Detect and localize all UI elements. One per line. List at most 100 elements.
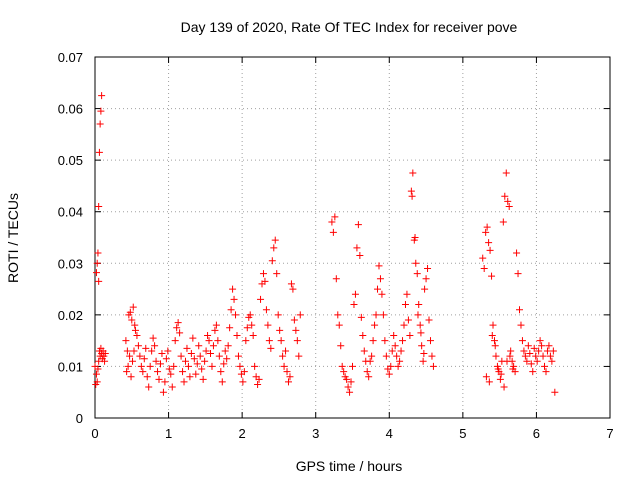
data-point	[286, 373, 294, 381]
data-point	[239, 378, 247, 386]
data-point	[170, 362, 178, 370]
data-point	[505, 203, 513, 211]
data-point	[212, 321, 220, 329]
data-point	[391, 342, 399, 350]
data-point	[500, 383, 508, 391]
data-point	[425, 316, 433, 324]
data-point	[374, 285, 382, 293]
data-point	[284, 378, 292, 386]
data-point	[158, 350, 166, 358]
x-tick-label: 7	[606, 426, 613, 441]
data-point	[122, 337, 130, 345]
data-point	[123, 368, 131, 376]
data-point	[530, 344, 538, 352]
data-point	[226, 324, 234, 332]
x-tick-label: 6	[533, 426, 540, 441]
data-point	[397, 347, 405, 355]
data-point	[523, 357, 531, 365]
data-point	[418, 342, 426, 350]
data-point	[207, 350, 215, 358]
data-point	[292, 326, 300, 334]
data-point	[242, 337, 250, 345]
data-point	[268, 257, 276, 265]
data-point	[411, 234, 419, 241]
data-point	[371, 321, 379, 329]
y-tick-label: 0	[76, 411, 83, 426]
data-point	[343, 375, 351, 383]
data-point	[271, 236, 279, 244]
data-point	[415, 301, 423, 309]
data-point	[509, 365, 517, 373]
grid-layer	[95, 57, 610, 418]
data-point	[356, 252, 364, 260]
data-point	[409, 169, 417, 177]
data-point	[382, 352, 390, 360]
data-point	[279, 352, 287, 360]
data-point	[133, 331, 141, 339]
data-point	[482, 228, 490, 236]
data-point	[404, 316, 412, 324]
data-point	[176, 329, 184, 337]
data-point	[416, 321, 424, 329]
data-point	[489, 321, 497, 329]
data-point	[485, 378, 493, 386]
data-point	[491, 342, 499, 350]
data-point	[218, 378, 226, 386]
data-point	[551, 388, 559, 396]
data-point	[171, 337, 179, 345]
data-point	[543, 347, 551, 355]
data-point	[159, 388, 167, 396]
data-point	[535, 347, 543, 355]
data-point	[165, 365, 173, 373]
data-point	[131, 326, 139, 334]
data-point	[506, 352, 514, 360]
data-point	[201, 357, 209, 365]
data-point	[155, 375, 163, 383]
data-point	[536, 337, 544, 345]
data-point	[483, 223, 491, 231]
data-point	[378, 290, 386, 298]
data-point	[187, 350, 195, 358]
data-point	[91, 362, 99, 370]
data-point	[516, 306, 524, 314]
data-point	[232, 311, 240, 319]
data-point	[223, 355, 231, 363]
data-point	[190, 355, 198, 363]
data-point	[195, 342, 203, 350]
data-point	[142, 344, 150, 352]
data-point	[295, 352, 303, 360]
data-point	[349, 362, 356, 370]
data-point	[546, 352, 554, 360]
data-point	[497, 370, 505, 378]
data-point	[101, 350, 109, 358]
y-tick-label: 0.05	[58, 153, 83, 168]
x-tick-label: 4	[386, 426, 393, 441]
data-point	[290, 316, 298, 324]
data-point	[514, 270, 522, 278]
data-point	[492, 352, 500, 360]
data-point	[293, 337, 301, 345]
data-point	[400, 321, 408, 329]
data-point	[126, 308, 134, 316]
data-point	[261, 277, 269, 285]
data-point	[124, 362, 132, 370]
data-point	[273, 270, 281, 278]
data-point	[485, 239, 493, 247]
data-point	[139, 368, 147, 376]
data-point	[501, 192, 509, 200]
data-point	[148, 347, 156, 355]
data-point	[393, 352, 401, 360]
data-point	[334, 311, 342, 319]
data-points-layer	[91, 92, 559, 396]
data-point	[406, 331, 414, 339]
data-point	[401, 301, 409, 309]
data-point	[545, 342, 553, 350]
data-point	[259, 270, 267, 278]
data-point	[289, 285, 297, 293]
data-point	[177, 352, 185, 360]
data-point	[130, 347, 138, 355]
y-tick-label: 0.04	[58, 205, 83, 220]
data-point	[127, 373, 135, 381]
data-point	[215, 352, 223, 360]
